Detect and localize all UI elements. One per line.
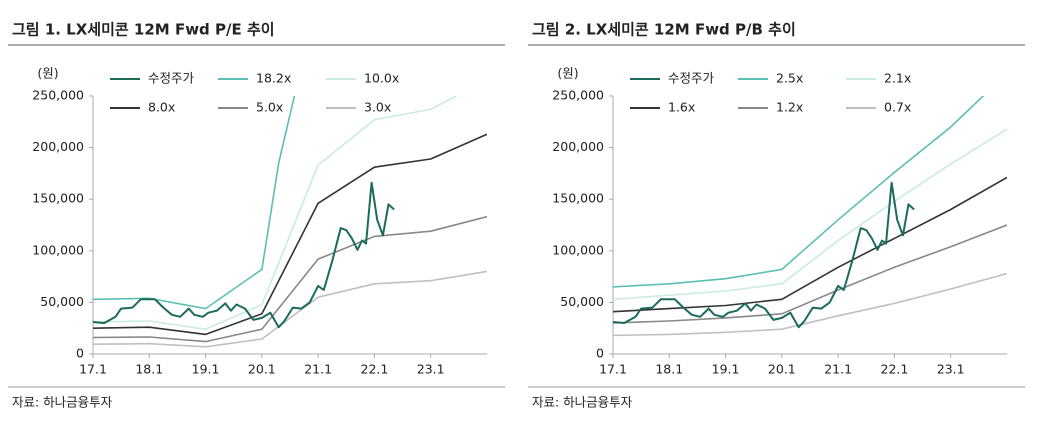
- y-tick-label: 50,000: [560, 294, 604, 309]
- legend-label: 1.6x: [668, 100, 695, 115]
- legend-label: 2.1x: [884, 71, 911, 86]
- series-line: [613, 272, 1007, 337]
- series-line: [613, 176, 1007, 313]
- x-tick-label: 22.1: [881, 362, 909, 377]
- chart-title: 그림 2. LX세미콘 12M Fwd P/B 추이: [532, 21, 796, 39]
- y-tick-label: 0: [76, 346, 84, 361]
- x-tick-label: 21.1: [824, 362, 852, 377]
- y-tick-label: 100,000: [32, 242, 84, 257]
- x-tick-label: 18.1: [655, 362, 683, 377]
- series-line: [93, 133, 487, 336]
- x-tick-label: 20.1: [768, 362, 796, 377]
- series-line: [613, 181, 915, 329]
- y-tick-label: 150,000: [552, 191, 604, 206]
- series-line: [93, 96, 296, 310]
- x-tick-label: 17.1: [599, 362, 627, 377]
- legend-label: 1.2x: [776, 100, 803, 115]
- series-line: [93, 181, 395, 329]
- plot-area: [93, 96, 487, 348]
- legend-label: 0.7x: [884, 100, 911, 115]
- legend-label: 18.2x: [256, 71, 291, 86]
- x-tick-label: 17.1: [79, 362, 107, 377]
- legend-label: 수정주가: [148, 71, 195, 86]
- source-note: 자료: 하나금융투자: [532, 395, 633, 410]
- series-line: [613, 96, 985, 288]
- x-tick-label: 18.1: [135, 362, 163, 377]
- y-tick-label: 100,000: [552, 242, 604, 257]
- x-tick-label: 21.1: [304, 362, 332, 377]
- series-line: [93, 215, 487, 343]
- y-tick-label: 200,000: [552, 139, 604, 154]
- y-tick-label: 250,000: [32, 88, 84, 103]
- x-tick-label: 19.1: [712, 362, 740, 377]
- y-tick-label: 0: [596, 346, 604, 361]
- x-tick-label: 23.1: [417, 362, 445, 377]
- legend-label: 5.0x: [256, 100, 283, 115]
- legend-label: 3.0x: [364, 100, 391, 115]
- y-tick-label: 50,000: [40, 294, 84, 309]
- x-tick-label: 20.1: [248, 362, 276, 377]
- legend-label: 수정주가: [668, 71, 715, 86]
- source-note: 자료: 하나금융투자: [12, 395, 113, 410]
- x-tick-label: 23.1: [937, 362, 965, 377]
- y-unit: (원): [557, 66, 578, 81]
- series-line: [613, 224, 1007, 324]
- legend-label: 10.0x: [364, 71, 399, 86]
- chart-title: 그림 1. LX세미콘 12M Fwd P/E 추이: [12, 21, 275, 39]
- x-tick-label: 22.1: [361, 362, 389, 377]
- y-tick-label: 200,000: [32, 139, 84, 154]
- legend-label: 2.5x: [776, 71, 803, 86]
- x-tick-label: 19.1: [192, 362, 220, 377]
- y-tick-label: 150,000: [32, 191, 84, 206]
- legend-label: 8.0x: [148, 100, 175, 115]
- series-line: [93, 270, 487, 348]
- series-line: [93, 96, 458, 330]
- series-line: [613, 128, 1007, 301]
- y-unit: (원): [37, 66, 58, 81]
- plot-area: [613, 96, 1007, 337]
- y-tick-label: 250,000: [552, 88, 604, 103]
